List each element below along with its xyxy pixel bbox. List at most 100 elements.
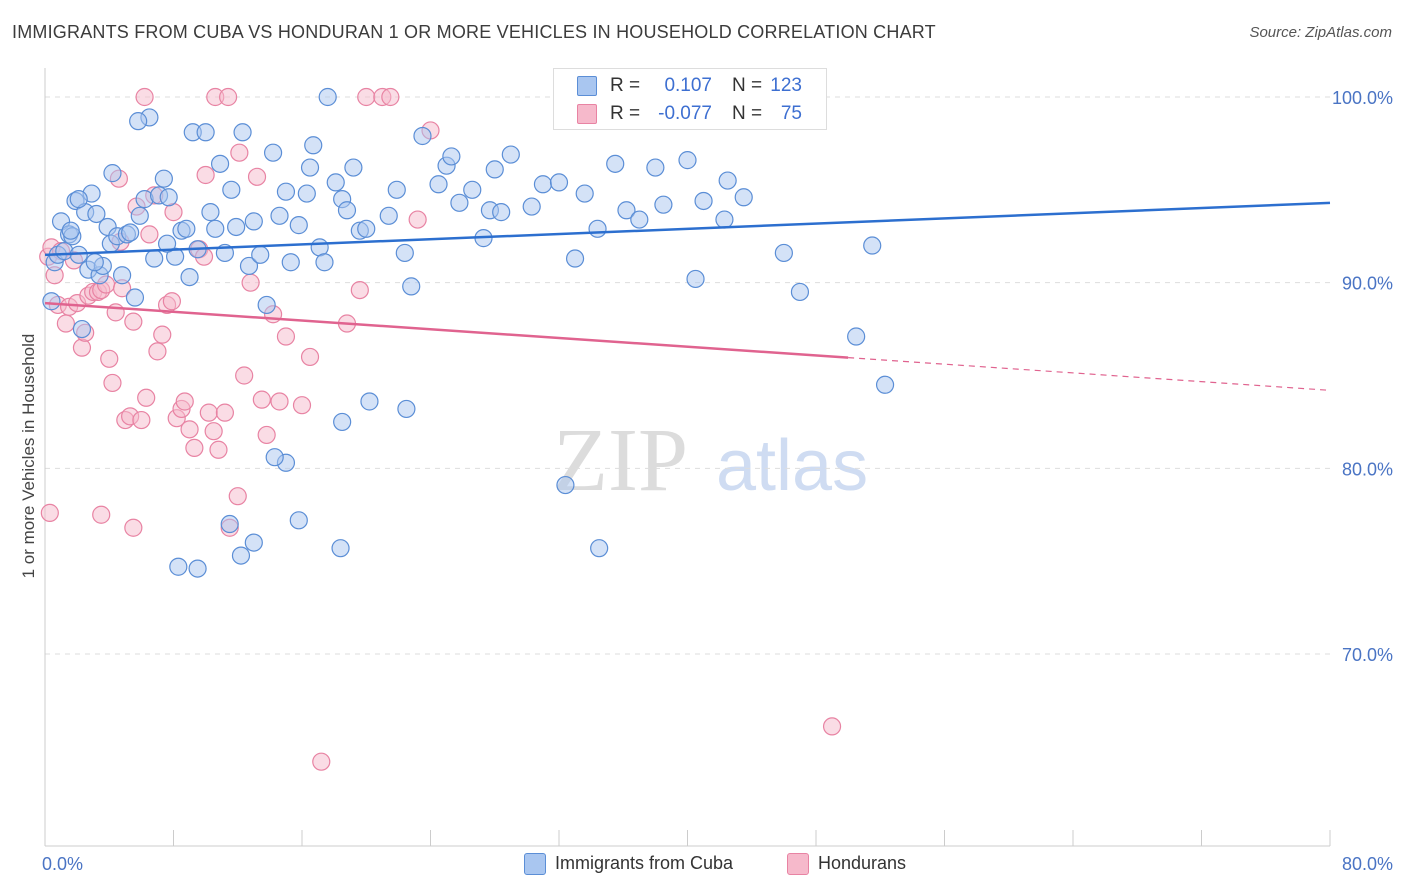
cuba-point xyxy=(289,511,308,530)
cuba-point xyxy=(734,188,753,207)
hondurans-point xyxy=(92,505,111,524)
cuba-point xyxy=(227,217,246,237)
y-tick-label-70: 70.0% xyxy=(1342,645,1393,665)
hondurans-point xyxy=(276,327,296,346)
n-label: N = xyxy=(732,75,763,96)
r-label: R = xyxy=(610,75,641,96)
legend-label-hondurans: Hondurans xyxy=(818,853,907,873)
r-value: 0.107 xyxy=(664,75,712,96)
cuba-point xyxy=(112,266,132,285)
hondurans-point xyxy=(204,422,223,441)
cuba-point xyxy=(875,375,895,394)
cuba-point xyxy=(630,210,649,229)
cuba-point xyxy=(297,184,316,203)
cuba-point xyxy=(231,546,251,565)
cuba-point xyxy=(130,206,149,225)
cuba-point xyxy=(678,151,697,170)
hondurans-point xyxy=(209,440,228,459)
cuba-point xyxy=(774,243,793,263)
n-value: 123 xyxy=(770,75,802,96)
cuba-point xyxy=(177,219,196,238)
n-value: 75 xyxy=(780,103,802,124)
hondurans-point xyxy=(162,292,181,311)
cuba-point xyxy=(129,112,148,131)
hondurans-swatch xyxy=(577,104,597,124)
cuba-point xyxy=(847,327,866,346)
cuba-swatch xyxy=(577,76,597,96)
n-label: N = xyxy=(732,103,763,124)
cuba-point xyxy=(210,154,230,173)
hondurans-point xyxy=(103,373,122,393)
cuba-point xyxy=(357,219,376,238)
hondurans-point xyxy=(252,390,271,409)
cuba-point xyxy=(169,557,188,576)
r-value: -0.077 xyxy=(658,103,712,124)
cuba-point xyxy=(575,184,594,203)
hondurans-point xyxy=(241,273,260,292)
hondurans-point xyxy=(100,349,119,368)
cuba-point xyxy=(145,249,164,268)
cuba-point xyxy=(402,277,421,296)
cuba-point xyxy=(251,245,270,264)
y-tick-labels: 70.0% 80.0% 90.0% 100.0% xyxy=(1332,88,1393,665)
cuba-point xyxy=(206,219,225,238)
hondurans-point xyxy=(300,347,320,367)
cuba-point xyxy=(72,319,92,339)
cuba-point xyxy=(69,190,88,209)
cuba-point xyxy=(276,182,296,201)
cuba-point xyxy=(360,392,379,411)
cuba-point xyxy=(239,256,259,276)
cuba-point xyxy=(263,143,283,162)
cuba-point xyxy=(533,175,553,194)
cuba-point xyxy=(121,223,140,242)
cuba-point xyxy=(304,136,323,155)
cuba-point xyxy=(222,180,241,199)
cuba-point xyxy=(549,173,569,192)
cuba-point xyxy=(387,180,406,199)
cuba-point xyxy=(556,475,575,495)
cuba-point xyxy=(180,267,199,287)
cuba-point xyxy=(397,399,416,419)
hondurans-point xyxy=(148,342,167,361)
legend-item-hondurans[interactable]: Hondurans xyxy=(787,852,927,876)
hondurans-point xyxy=(257,425,276,445)
cuba-point xyxy=(154,169,173,188)
hondurans-point xyxy=(381,87,400,107)
cuba-point xyxy=(413,126,432,146)
cuba-point xyxy=(87,204,106,224)
cuba-point xyxy=(201,203,220,222)
hondurans-point xyxy=(135,87,154,107)
cuba-point xyxy=(331,539,350,558)
watermark-atlas: atlas xyxy=(716,426,868,506)
chart-title: IMMIGRANTS FROM CUBA VS HONDURAN 1 OR MO… xyxy=(12,22,936,42)
hondurans-point xyxy=(292,396,312,415)
cuba-point xyxy=(281,253,300,272)
cuba-point xyxy=(318,87,337,107)
legend-item-cuba[interactable]: Immigrants from Cuba xyxy=(524,852,764,876)
hondurans-point xyxy=(247,167,267,186)
hondurans-point xyxy=(175,392,194,411)
hondurans-legend-swatch xyxy=(787,853,809,875)
cuba-point xyxy=(188,559,207,578)
cuba-point xyxy=(395,243,414,263)
trend-lines xyxy=(44,201,1331,391)
cuba-point xyxy=(42,292,61,311)
cuba-point xyxy=(61,221,80,240)
cuba-point xyxy=(463,180,482,199)
stats-row-cuba: R = 0.107 N = 123 xyxy=(554,73,826,99)
source-credit: Source: ZipAtlas.com xyxy=(1249,24,1392,41)
x-ticks xyxy=(44,830,1331,846)
y-axis-label: 1 or more Vehicles in Household xyxy=(19,334,38,579)
cuba-point xyxy=(485,160,504,179)
cuba-point xyxy=(450,193,469,212)
hondurans-point xyxy=(822,717,842,736)
cuba-legend-swatch xyxy=(524,853,546,875)
hondurans-point xyxy=(196,165,215,185)
cuba-point xyxy=(265,448,284,467)
hondurans-point xyxy=(228,487,247,506)
cuba-point xyxy=(694,191,713,211)
legend-label-cuba: Immigrants from Cuba xyxy=(555,853,734,873)
cuba-point xyxy=(326,173,345,192)
hondurans-point xyxy=(180,420,199,439)
